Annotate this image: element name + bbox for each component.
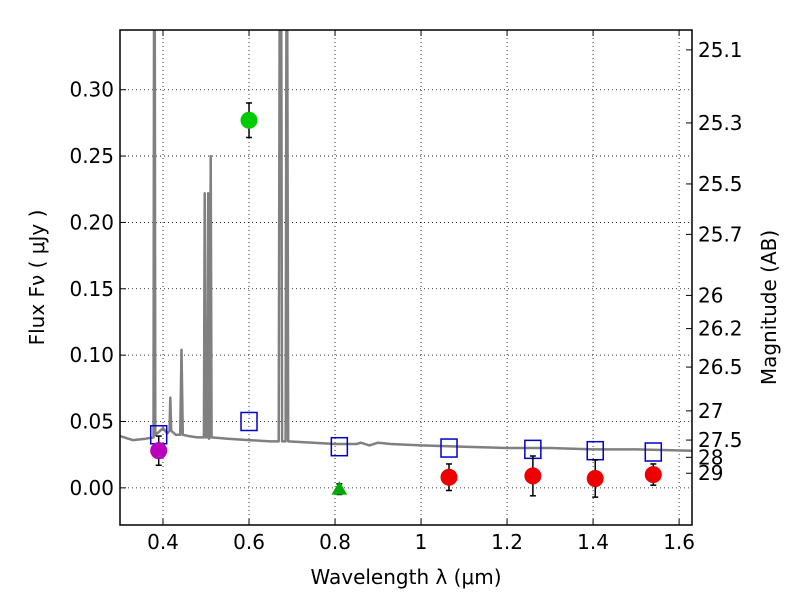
sed-model-line [120,30,692,452]
right-tick-label: 27 [698,399,723,423]
x-tick-label: 1.4 [577,530,609,554]
y-tick-label: 0.00 [69,476,114,500]
observed-point [240,111,258,129]
x-tick-label: 0.4 [147,530,179,554]
y-axis-label: Flux Fν ( μJy ) [25,210,49,346]
right-tick-label: 27.5 [698,428,743,452]
plot-frame [119,29,693,526]
model-photometry-square [330,436,349,457]
observed-point [644,466,662,484]
y-tick-label: 0.20 [69,210,114,234]
y-tick-label: 0.25 [69,144,114,168]
right-tick-label: 26.2 [698,317,743,341]
model-photometry-square [586,440,604,461]
x-tick-label: 1.2 [491,530,523,554]
right-tick-label: 28 [698,445,723,469]
right-tick-label: 29 [698,461,723,485]
y-tick-label: 0.15 [69,277,114,301]
grid-lines [120,30,692,525]
observed-point [586,470,604,488]
right-tick-label: 25.1 [698,38,743,62]
x-tick-label: 1.6 [663,530,695,554]
x-tick-label: 0.8 [319,530,351,554]
upper-limit-marker [331,481,348,495]
y-axis: 0.00 0.05 0.10 0.15 0.20 0.25 0.30 [69,78,126,500]
x-tick-label: 0.6 [233,530,265,554]
observed-point [524,467,542,485]
right-tick-label: 25.7 [698,222,743,246]
right-axis-label: Magnitude (AB) [757,230,781,385]
right-tick-label: 26.5 [698,355,743,379]
model-photometry-square [240,411,258,432]
model-photometry-square [440,438,458,458]
x-tick-label: 1 [415,530,428,554]
right-tick-label: 26 [698,283,723,307]
right-tick-label: 25.5 [698,172,743,196]
model-photometry-square [644,442,663,462]
plot-area [120,30,692,498]
observed-point [440,468,458,486]
y-tick-label: 0.05 [69,409,114,433]
x-axis: 0.4 0.6 0.8 1 1.2 1.4 1.6 [147,30,695,554]
y-tick-label: 0.30 [69,78,114,102]
observed-point [150,442,168,460]
right-tick-label: 25.3 [698,111,743,135]
y-tick-label: 0.10 [69,343,114,367]
x-axis-label: Wavelength λ (μm) [310,565,501,589]
